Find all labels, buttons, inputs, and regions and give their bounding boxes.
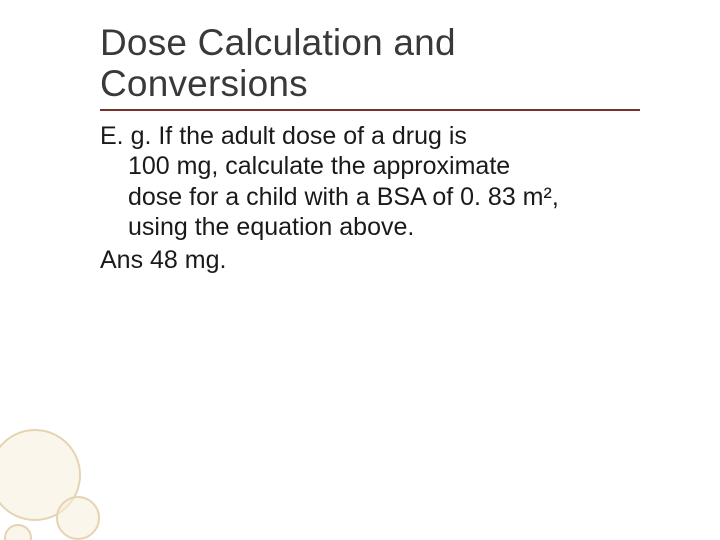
body-line-3: dose for a child with a BSA of 0. 83 m², bbox=[128, 183, 559, 211]
slide-body: E. g. If the adult dose of a drug is 100… bbox=[100, 121, 630, 276]
body-line: E. g. If the adult dose of a drug is 100… bbox=[100, 121, 630, 243]
slide: Dose Calculation and Conversions E. g. I… bbox=[0, 0, 720, 540]
body-line-4: using the equation above. bbox=[128, 213, 414, 241]
body-line-1: E. g. If the adult dose of a drug is bbox=[100, 122, 467, 150]
slide-title: Dose Calculation and Conversions bbox=[100, 22, 640, 111]
body-answer: Ans 48 mg. bbox=[100, 245, 630, 276]
body-line-2: 100 mg, calculate the approximate bbox=[128, 152, 510, 180]
